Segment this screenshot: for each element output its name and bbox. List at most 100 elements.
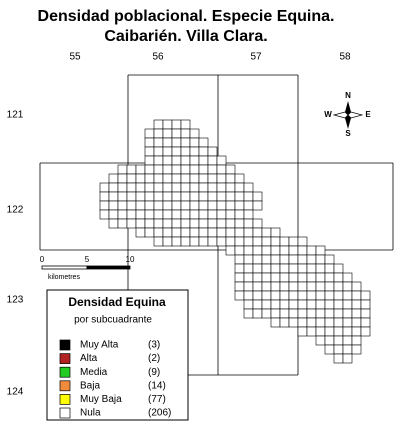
grid-cell xyxy=(333,353,344,364)
grid-cell xyxy=(180,119,191,130)
grid-cell xyxy=(351,299,362,310)
grid-cell xyxy=(297,281,308,292)
grid-cell xyxy=(324,317,335,328)
legend-count: (9) xyxy=(148,367,160,378)
grid-cell xyxy=(270,281,281,292)
grid-cell xyxy=(216,209,227,220)
grid-cell xyxy=(207,218,218,229)
grid-cell xyxy=(189,209,200,220)
grid-cell xyxy=(315,254,326,265)
legend-swatch xyxy=(59,407,71,419)
grid-cell xyxy=(189,191,200,202)
column-label: 55 xyxy=(69,52,81,63)
grid-cell xyxy=(243,272,254,283)
grid-cell xyxy=(135,209,146,220)
grid-cell xyxy=(306,245,317,256)
grid-cell xyxy=(261,281,272,292)
grid-cell xyxy=(279,299,290,310)
grid-cell xyxy=(360,299,371,310)
legend-label: Media xyxy=(80,367,108,378)
grid-cell xyxy=(333,326,344,337)
grid-cell xyxy=(144,128,155,139)
grid-cell xyxy=(144,182,155,193)
grid-cell xyxy=(306,308,317,319)
grid-cell xyxy=(270,236,281,247)
grid-cell xyxy=(180,227,191,238)
grid-cell xyxy=(288,290,299,301)
grid-cell xyxy=(360,317,371,328)
grid-cell xyxy=(171,164,182,175)
grid-cell xyxy=(189,182,200,193)
grid-cell xyxy=(153,182,164,193)
grid-cell xyxy=(297,272,308,283)
grid-cell xyxy=(279,290,290,301)
grid-cell xyxy=(153,146,164,157)
grid-cell xyxy=(153,119,164,130)
grid-cell xyxy=(153,236,164,247)
grid-cell xyxy=(315,290,326,301)
scale-unit: kilometres xyxy=(48,274,80,281)
grid-cell xyxy=(297,254,308,265)
grid-cell xyxy=(315,299,326,310)
grid-cell xyxy=(207,146,218,157)
grid-cell xyxy=(135,164,146,175)
grid-cell xyxy=(162,218,173,229)
grid-cell xyxy=(162,164,173,175)
grid-cell xyxy=(216,218,227,229)
grid-cell xyxy=(198,209,209,220)
grid-cell xyxy=(198,146,209,157)
grid-cell xyxy=(225,182,236,193)
grid-cell xyxy=(270,263,281,274)
grid-cell xyxy=(162,155,173,166)
grid-cell xyxy=(342,308,353,319)
grid-cell xyxy=(324,290,335,301)
grid-cell xyxy=(342,344,353,355)
grid-cell xyxy=(180,191,191,202)
grid-cell xyxy=(180,173,191,184)
grid-cell xyxy=(171,191,182,202)
grid-cell xyxy=(360,326,371,337)
grid-cell xyxy=(333,335,344,346)
grid-cell xyxy=(180,236,191,247)
grid-cell xyxy=(306,326,317,337)
grid-cell xyxy=(297,245,308,256)
grid-cell xyxy=(144,164,155,175)
legend-swatch xyxy=(59,394,71,405)
grid-cell xyxy=(315,263,326,274)
grid-cell xyxy=(180,200,191,211)
grid-cell xyxy=(288,308,299,319)
grid-cell xyxy=(171,146,182,157)
grid-cell xyxy=(108,218,119,229)
grid-cell xyxy=(180,182,191,193)
grid-cell xyxy=(288,254,299,265)
grid-cell xyxy=(144,218,155,229)
grid-cell xyxy=(261,263,272,274)
grid-cell xyxy=(279,317,290,328)
grid-cell xyxy=(324,263,335,274)
grid-cell xyxy=(315,335,326,346)
grid-cell xyxy=(234,263,245,274)
grid-cell xyxy=(225,218,236,229)
grid-cell xyxy=(279,281,290,292)
grid-cell xyxy=(324,335,335,346)
grid-cell xyxy=(342,353,353,364)
grid-cell xyxy=(171,200,182,211)
grid-cell xyxy=(342,317,353,328)
grid-cell xyxy=(189,200,200,211)
grid-cell xyxy=(171,227,182,238)
grid-cell xyxy=(234,272,245,283)
grid-cell xyxy=(297,326,308,337)
grid-cell xyxy=(108,191,119,202)
grid-cell xyxy=(189,137,200,148)
grid-cell xyxy=(270,227,281,238)
grid-cell xyxy=(162,146,173,157)
grid-cell xyxy=(207,173,218,184)
legend-label: Muy Alta xyxy=(80,340,119,351)
grid-cell xyxy=(252,236,263,247)
grid-cell xyxy=(243,245,254,256)
grid-cell xyxy=(333,317,344,328)
legend-swatch xyxy=(59,339,71,351)
grid-cell xyxy=(108,200,119,211)
grid-cell xyxy=(189,155,200,166)
